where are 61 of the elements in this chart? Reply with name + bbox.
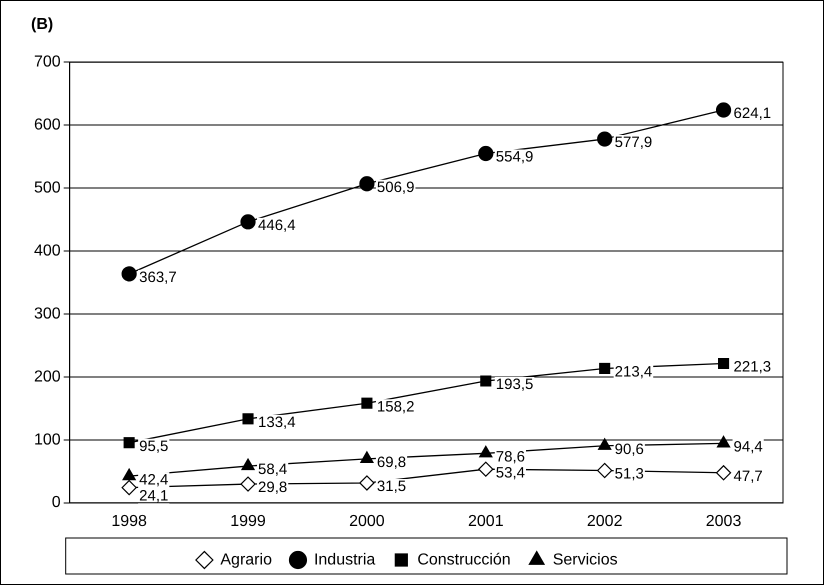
- data-label: 213,4: [614, 364, 652, 381]
- legend-label: Construcción: [417, 551, 511, 568]
- legend-label: Agrario: [220, 551, 272, 568]
- data-label: 624,1: [734, 105, 772, 122]
- data-label: 51,3: [614, 466, 644, 483]
- x-tick-label: 1998: [111, 512, 148, 530]
- point: [122, 480, 137, 496]
- y-tick-label: 400: [34, 242, 61, 260]
- data-label: 42,4: [139, 471, 168, 488]
- y-tick-label: 200: [34, 368, 61, 386]
- x-tick-label: 2001: [468, 512, 504, 530]
- y-tick-label: 300: [34, 305, 61, 322]
- data-label: 133,4: [258, 414, 296, 431]
- data-label: 363,7: [139, 269, 177, 286]
- point: [716, 102, 732, 118]
- y-tick-label: 600: [34, 116, 61, 134]
- legend-label: Servicios: [552, 551, 618, 568]
- point: [240, 214, 256, 230]
- data-label: 506,9: [376, 178, 414, 196]
- x-tick-label: 2000: [349, 512, 385, 530]
- data-label: 69,8: [376, 454, 406, 472]
- data-label: 90,6: [614, 440, 644, 458]
- data-label: 24,1: [139, 487, 168, 504]
- chart-title: (B): [31, 16, 54, 34]
- y-tick-label: 0: [52, 494, 61, 512]
- data-label: 95,5: [139, 438, 168, 455]
- data-label: 47,7: [734, 468, 763, 485]
- data-label: 577,9: [614, 134, 652, 152]
- point: [242, 413, 254, 424]
- data-label: 58,4: [258, 461, 288, 478]
- data-label: 554,9: [496, 148, 534, 166]
- point: [122, 266, 137, 282]
- data-label: 53,4: [496, 464, 525, 482]
- point: [599, 362, 610, 374]
- data-label: 221,3: [734, 358, 772, 376]
- data-label: 78,6: [496, 448, 525, 466]
- x-tick-label: 2003: [706, 512, 742, 530]
- y-tick-label: 700: [34, 54, 61, 71]
- data-label: 29,8: [258, 479, 288, 496]
- x-tick-label: 1999: [230, 512, 266, 530]
- data-label: 446,4: [258, 216, 296, 234]
- point: [480, 375, 492, 387]
- data-label: 158,2: [376, 398, 414, 416]
- point: [716, 465, 732, 480]
- y-tick-label: 100: [34, 431, 61, 448]
- point: [359, 176, 375, 192]
- point: [718, 358, 730, 370]
- point: [597, 462, 612, 478]
- legend-label: Industria: [314, 551, 376, 568]
- data-label: 31,5: [376, 478, 406, 496]
- point: [478, 146, 494, 162]
- data-label: 94,4: [734, 438, 763, 456]
- point: [478, 462, 494, 477]
- data-label: 193,5: [496, 376, 534, 394]
- y-tick-label: 500: [34, 179, 61, 196]
- point: [359, 475, 375, 491]
- point: [124, 437, 135, 448]
- point: [597, 131, 612, 147]
- x-tick-label: 2002: [586, 512, 623, 530]
- point: [361, 398, 372, 409]
- point: [240, 476, 256, 492]
